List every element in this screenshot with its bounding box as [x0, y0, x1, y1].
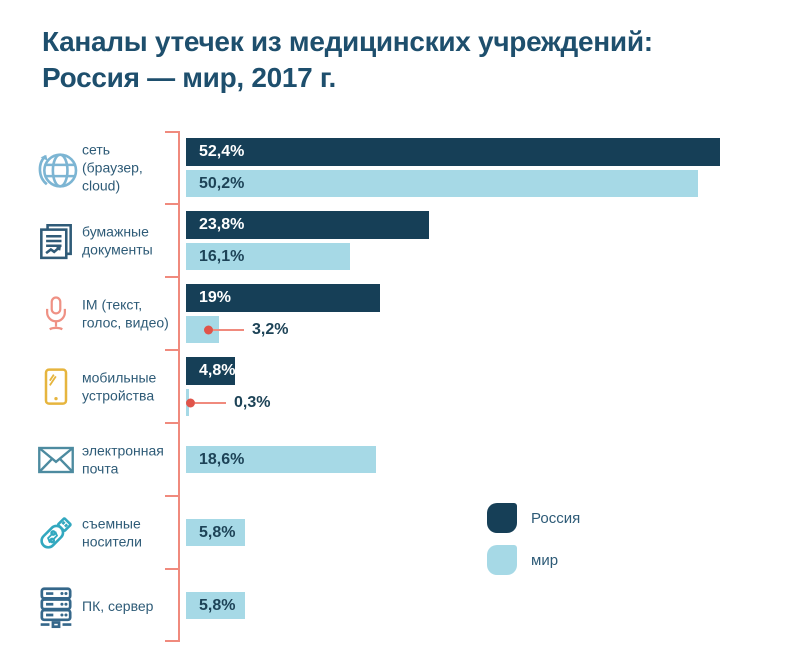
- chart-title-line1: Каналы утечек из медицинских учреждений:: [42, 26, 653, 57]
- chart-row: бумажные документы 23,8% 16,1%: [30, 204, 775, 277]
- category-label: электронная почта: [82, 442, 164, 477]
- chart-title-line2: Россия — мир, 2017 г.: [42, 62, 336, 93]
- callout-dot: [185, 398, 195, 407]
- bar-chart: сеть (браузер, cloud) 52,4% 50,2% бумажные…: [30, 131, 775, 642]
- paper-documents-icon: [30, 213, 82, 269]
- axis-tick: [165, 568, 179, 570]
- bar-group: 18,6%: [186, 423, 775, 496]
- bar-group: 4,8% 0,3%: [185, 350, 775, 423]
- smartphone-icon: [30, 359, 82, 415]
- axis-tick: [165, 276, 179, 278]
- bar-value-label: 16,1%: [199, 248, 245, 265]
- bar-value-label: 23,8%: [199, 216, 245, 233]
- category-label: съемные носители: [82, 515, 142, 550]
- chart-title: Каналы утечек из медицинских учреждений:…: [42, 24, 762, 96]
- chart-row: съемные носители 5,8%: [30, 496, 775, 569]
- bar-russia: 52,4%: [186, 138, 720, 166]
- bar-russia: 4,8%: [186, 357, 235, 385]
- axis-tick: [165, 495, 179, 497]
- bar-value-label: 50,2%: [199, 175, 245, 192]
- category-label: мобильные устройства: [82, 369, 157, 404]
- bar-world: 16,1%: [186, 243, 350, 270]
- callout-dot: [203, 325, 213, 334]
- legend: Россия мир: [487, 503, 580, 587]
- bar-value-label: 5,8%: [199, 524, 236, 541]
- bar-group: 52,4% 50,2%: [186, 131, 775, 204]
- bar-group: 23,8% 16,1%: [186, 204, 775, 277]
- bar-track-light: 16,1%: [186, 243, 775, 270]
- bar-value-label: 19%: [199, 289, 232, 306]
- legend-swatch-russia: [487, 503, 517, 533]
- callout-leader-line: [195, 401, 226, 404]
- microphone-icon: [30, 286, 82, 342]
- bar-world: 50,2%: [186, 170, 698, 197]
- bar-value-label: 0,3%: [234, 393, 271, 411]
- axis-tick: [165, 640, 179, 642]
- legend-label: Россия: [531, 509, 581, 527]
- bar-group: 19% 3,2%: [186, 277, 775, 350]
- bar-world: 18,6%: [186, 446, 376, 473]
- chart-row: ПК, сервер 5,8%: [30, 569, 775, 642]
- bar-value-label: 4,8%: [199, 362, 236, 379]
- legend-swatch-world: [487, 545, 517, 575]
- chart-row: IM (текст, голос, видео) 19% 3,2%: [30, 277, 775, 350]
- bar-value-label: 5,8%: [199, 597, 236, 614]
- axis-tick: [165, 203, 179, 205]
- globe-network-icon: [30, 140, 82, 196]
- axis-tick: [165, 131, 179, 133]
- bar-group: 5,8%: [186, 569, 775, 642]
- server-icon: [30, 578, 82, 634]
- bar-value-label: 3,2%: [252, 320, 289, 338]
- bar-world: 5,8%: [186, 519, 245, 546]
- axis-tick: [165, 349, 179, 351]
- bar-russia: 23,8%: [186, 211, 429, 239]
- chart-row: сеть (браузер, cloud) 52,4% 50,2%: [30, 131, 775, 204]
- axis-line: [178, 131, 180, 642]
- bar-track-light: 5,8%: [186, 592, 775, 619]
- chart-row: мобильные устройства 4,8% 0,3%: [30, 350, 775, 423]
- bar-track-light: 5,8%: [186, 519, 775, 546]
- bar-group: 5,8%: [186, 496, 775, 569]
- bar-russia: 19%: [186, 284, 380, 312]
- bar-track-light: 0,3%: [185, 389, 775, 416]
- bar-world: 5,8%: [186, 592, 245, 619]
- usb-drive-icon: [30, 505, 82, 561]
- bar-value-label: 18,6%: [199, 451, 245, 468]
- bar-track-light: 18,6%: [186, 446, 775, 473]
- bar-track-light: 50,2%: [186, 170, 775, 197]
- bar-track-dark: 19%: [186, 284, 775, 312]
- email-icon: [30, 432, 82, 488]
- bar-value-label: 52,4%: [199, 143, 245, 160]
- chart-row: электронная почта 18,6%: [30, 423, 775, 496]
- legend-label: мир: [531, 551, 559, 569]
- bar-track-dark: 23,8%: [186, 211, 775, 239]
- legend-item-world: мир: [487, 545, 580, 575]
- bar-track-dark: 4,8%: [186, 357, 775, 385]
- legend-item-russia: Россия: [487, 503, 580, 533]
- category-label: IM (текст, голос, видео): [82, 296, 169, 331]
- bar-track-dark: 52,4%: [186, 138, 775, 166]
- category-label: ПК, сервер: [82, 597, 154, 614]
- category-label: сеть (браузер, cloud): [82, 140, 143, 194]
- callout-leader-line: [213, 328, 244, 331]
- category-label: бумажные документы: [82, 223, 153, 258]
- axis-tick: [165, 422, 179, 424]
- bar-track-light: 3,2%: [186, 316, 775, 343]
